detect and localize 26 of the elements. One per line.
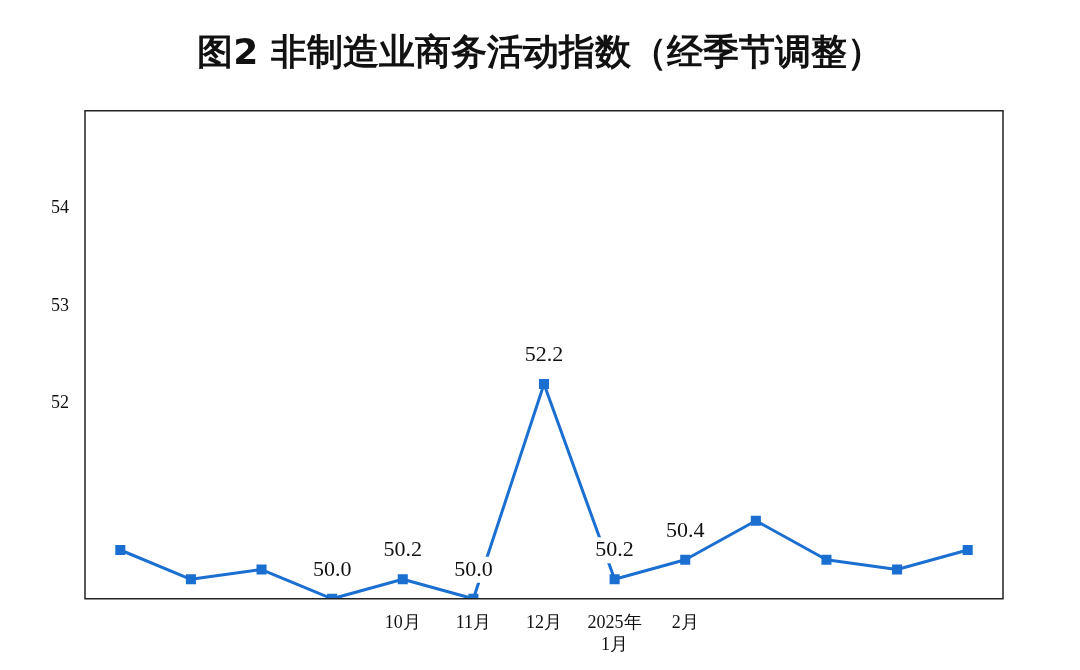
data-label: 50.2: [383, 536, 423, 562]
data-label: 52.2: [524, 340, 564, 366]
point: [185, 574, 196, 585]
x-tick-label: 2月: [671, 612, 699, 633]
data-label: 50.2: [595, 536, 634, 562]
data-label: 50.0: [454, 555, 493, 581]
point: [892, 564, 903, 575]
y-tick-label: 54: [51, 197, 69, 218]
point: [397, 574, 408, 585]
point: [750, 515, 761, 526]
x-tick-label: 11月: [455, 612, 492, 633]
point: [538, 379, 550, 390]
point: [680, 554, 691, 565]
point: [609, 574, 620, 585]
y-tick-label: 52: [51, 392, 69, 413]
x-tick-label: 10月: [384, 612, 421, 633]
point: [962, 544, 973, 556]
point: [115, 544, 126, 556]
data-label: 50.4: [665, 516, 705, 542]
data-label: 50.0: [312, 555, 352, 581]
x-tick-label: 2025年 1月: [587, 612, 642, 654]
x-tick-label: 12月: [526, 612, 562, 633]
y-tick-label: 53: [51, 294, 69, 315]
point: [256, 564, 267, 575]
point: [821, 554, 832, 565]
chart-title: 图2 非制造业商务活动指数（经季节调整）: [196, 30, 884, 74]
